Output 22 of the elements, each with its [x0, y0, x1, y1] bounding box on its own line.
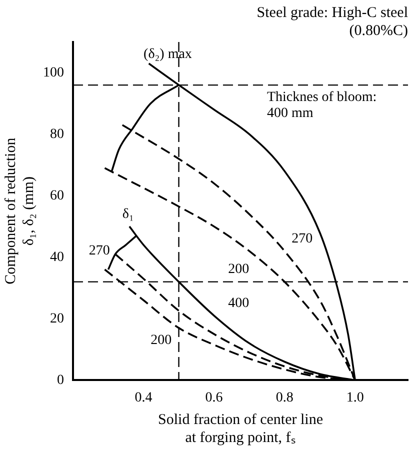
x-tick-label: 0.4 [134, 390, 152, 406]
y-tick-label: 60 [50, 188, 64, 204]
y-axis-title: Component of reduction δ₁, δ₂ (mm) [2, 137, 37, 284]
annotation: (δ₂) max [144, 46, 192, 62]
y-tick-label: 80 [50, 126, 64, 142]
y-tick-label: 0 [57, 372, 64, 388]
x-tick-label: 0.6 [205, 390, 223, 406]
y-tick-label: 20 [50, 311, 64, 326]
x-tick-label: 1.0 [346, 390, 364, 406]
annotation: δ₁ [122, 206, 134, 222]
y-tick-label: 40 [50, 250, 64, 265]
chart-title: Steel grade: High-C steel [256, 4, 408, 21]
y-tick-label: 100 [43, 65, 64, 80]
annotation: 200 [150, 332, 172, 348]
annotation: 400 [228, 296, 250, 312]
annotation: 270 [88, 244, 110, 259]
x-tick-label: 0.8 [276, 390, 294, 406]
annotation: 200 [228, 262, 250, 278]
annotation: Thicknes of bloom: 400 mm [266, 90, 377, 122]
x-axis-title: Solid fraction of center line at forging point, fₛ [158, 412, 324, 446]
chart-subtitle: (0.80%C) [349, 22, 408, 39]
annotation: 270 [292, 231, 313, 246]
